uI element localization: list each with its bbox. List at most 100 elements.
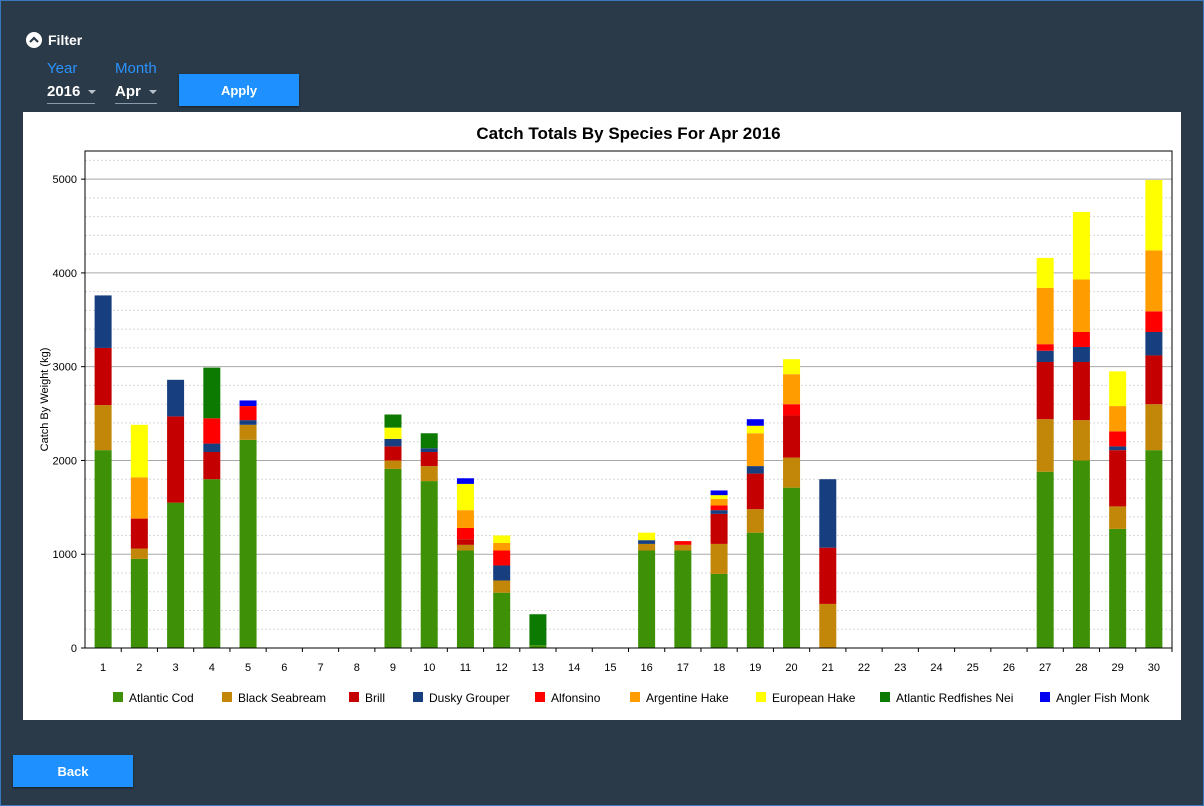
x-tick-label: 4	[209, 662, 215, 674]
chevron-up-icon	[26, 32, 42, 48]
bar-segment	[94, 347, 112, 406]
x-tick-label: 16	[640, 662, 652, 674]
bar-segment	[1109, 450, 1127, 507]
month-select[interactable]: Apr	[115, 83, 157, 104]
back-button[interactable]: Back	[13, 755, 133, 787]
bar-segment	[674, 544, 692, 551]
apply-button[interactable]: Apply	[179, 74, 299, 106]
y-tick-label: 5000	[53, 174, 77, 186]
bar-segment	[493, 542, 511, 551]
bar-segment	[94, 450, 112, 648]
legend-label: Angler Fish Monk	[1056, 691, 1150, 705]
x-tick-label: 21	[822, 662, 834, 674]
y-tick-label: 4000	[53, 268, 77, 280]
bar-segment	[783, 457, 801, 488]
bar-segment	[130, 558, 148, 648]
month-value: Apr	[115, 83, 141, 100]
bar-segment	[493, 535, 511, 543]
bar-segment	[130, 518, 148, 549]
bar-segment	[1145, 355, 1163, 405]
bar-segment	[1072, 211, 1090, 280]
bar-segment	[167, 502, 185, 648]
year-select[interactable]: 2016	[47, 83, 97, 104]
x-tick-label: 5	[245, 662, 251, 674]
legend-swatch	[535, 692, 545, 702]
bar-segment	[783, 415, 801, 458]
bar-segment	[1036, 257, 1054, 288]
filter-toggle[interactable]: Filter	[26, 32, 82, 48]
bar-segment	[746, 425, 764, 434]
bar-segment	[1145, 311, 1163, 332]
x-tick-label: 14	[568, 662, 580, 674]
bar-segment	[1036, 361, 1054, 420]
bar-segment	[420, 466, 438, 482]
bar-segment	[1036, 419, 1054, 472]
bar-segment	[1109, 446, 1127, 451]
dropdown-caret-icon	[149, 89, 157, 94]
bar-segment	[674, 541, 692, 545]
bar-segment	[456, 539, 474, 545]
bar-segment	[456, 483, 474, 511]
bar-segment	[384, 446, 402, 461]
legend-swatch	[1040, 692, 1050, 702]
y-tick-label: 2000	[53, 455, 77, 467]
x-tick-label: 7	[317, 662, 323, 674]
bar-segment	[130, 548, 148, 559]
bar-segment	[638, 543, 656, 551]
bar-segment	[130, 477, 148, 519]
x-tick-label: 29	[1112, 662, 1124, 674]
legend-label: Dusky Grouper	[429, 691, 510, 705]
x-tick-label: 22	[858, 662, 870, 674]
bar-segment	[1109, 431, 1127, 447]
bar-segment	[1109, 528, 1127, 648]
bar-segment	[1145, 331, 1163, 356]
x-tick-label: 11	[460, 662, 471, 674]
legend-swatch	[413, 692, 423, 702]
bar-segment	[1109, 506, 1127, 529]
x-tick-label: 9	[390, 662, 396, 674]
x-tick-label: 26	[1003, 662, 1015, 674]
year-label: Year	[47, 60, 78, 77]
bar-segment	[420, 481, 438, 648]
bar-segment	[456, 478, 474, 484]
bar-segment	[239, 406, 257, 421]
bar-segment	[239, 439, 257, 648]
x-tick-label: 20	[785, 662, 797, 674]
bar-segment	[746, 466, 764, 474]
y-tick-label: 1000	[53, 549, 77, 561]
bar-segment	[1145, 180, 1163, 251]
bar-segment	[493, 550, 511, 566]
bar-segment	[638, 540, 656, 544]
bar-segment	[1072, 331, 1090, 347]
chart: Catch Totals By Species For Apr 2016 0 100…	[39, 124, 1173, 705]
x-tick-label: 12	[496, 662, 508, 674]
bar-segment	[710, 490, 728, 496]
bar-segment	[94, 295, 112, 348]
bar-segment	[783, 359, 801, 375]
bar-segment	[710, 510, 728, 514]
bar-segment	[638, 550, 656, 648]
bar-segment	[493, 580, 511, 593]
bar-segment	[710, 543, 728, 574]
bar-segment	[819, 547, 837, 604]
bar-segment	[1036, 344, 1054, 351]
bar-segment	[710, 505, 728, 511]
bar-segment	[529, 614, 547, 646]
year-filter: Year 2016	[47, 60, 97, 104]
legend-swatch	[222, 692, 232, 702]
bar-segment	[746, 532, 764, 648]
plot-border	[84, 150, 1173, 649]
bar-segment	[239, 424, 257, 440]
x-tick-label: 23	[894, 662, 906, 674]
bar-segment	[710, 498, 728, 506]
legend-label: Brill	[365, 691, 385, 705]
x-tick-label: 13	[532, 662, 544, 674]
month-filter: Month Apr	[115, 60, 157, 104]
bar-segment	[1145, 250, 1163, 312]
x-tick-label: 27	[1039, 662, 1051, 674]
bar-segment	[710, 495, 728, 499]
x-tick-label: 2	[136, 662, 142, 674]
bar-segment	[384, 427, 402, 439]
bar-segment	[456, 527, 474, 540]
bar-segment	[493, 592, 511, 648]
